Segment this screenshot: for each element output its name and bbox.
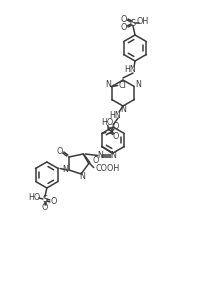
Text: N: N — [105, 80, 111, 89]
Text: Cl: Cl — [119, 81, 127, 90]
Text: O: O — [113, 132, 119, 141]
Text: O: O — [113, 122, 119, 131]
Text: OH: OH — [137, 18, 149, 27]
Text: O: O — [51, 198, 57, 207]
Text: O: O — [57, 147, 63, 156]
Text: HO: HO — [102, 118, 114, 127]
Text: HO: HO — [29, 193, 41, 202]
Text: N: N — [120, 105, 126, 114]
Text: N: N — [97, 151, 103, 160]
Text: HN: HN — [124, 66, 136, 74]
Text: N: N — [110, 151, 116, 160]
Text: N: N — [135, 80, 141, 89]
Text: O: O — [93, 156, 99, 165]
Text: S: S — [106, 127, 111, 136]
Text: O: O — [121, 23, 127, 32]
Text: N: N — [62, 165, 68, 174]
Text: N: N — [79, 173, 85, 181]
Text: S: S — [130, 18, 136, 27]
Text: HN: HN — [109, 111, 121, 119]
Text: S: S — [42, 195, 47, 204]
Text: O: O — [121, 15, 127, 24]
Text: O: O — [42, 204, 48, 212]
Text: COOH: COOH — [96, 164, 120, 173]
